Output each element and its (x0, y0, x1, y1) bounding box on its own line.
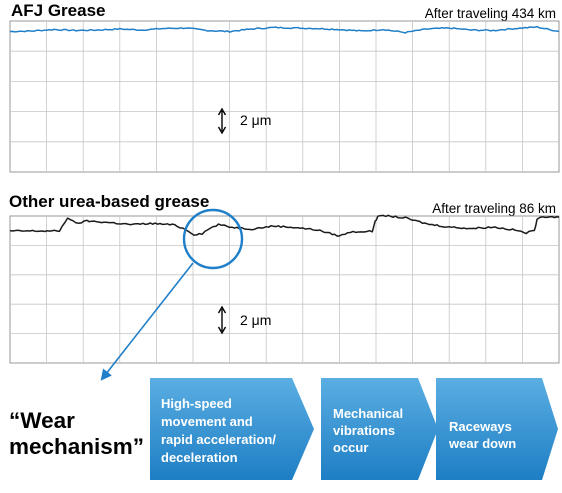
double-headed-vertical-arrow-icon (217, 107, 227, 135)
step-1-line-2: movement and (161, 414, 253, 429)
scale-bar-label: 2 μm (240, 312, 271, 328)
wear-label-line-2: mechanism” (9, 434, 144, 459)
highlight-circle-icon (182, 208, 244, 270)
step-2-text: Mechanical vibrations occur (333, 406, 407, 455)
scale-bar-label: 2 μm (240, 112, 271, 128)
data-series-other (9, 214, 560, 237)
step-arrow-shape (321, 378, 438, 480)
chart-annotation-distance: After traveling 434 km (425, 6, 556, 21)
step-2-line-2: vibrations (333, 423, 395, 438)
process-step-3: Raceways wear down (436, 378, 558, 480)
wear-mechanism-label: “Wear mechanism” (9, 408, 144, 459)
step-1-line-4: deceleration (161, 450, 238, 465)
step-1-line-1: High-speed (161, 396, 232, 411)
pointer-arrow-icon (100, 262, 194, 381)
process-flow: High-speed movement and rapid accelerati… (150, 378, 558, 480)
process-step-1: High-speed movement and rapid accelerati… (150, 378, 314, 480)
scale-bar: 2 μm (217, 107, 271, 135)
double-headed-vertical-arrow-icon (217, 305, 227, 335)
scale-bar: 2 μm (217, 305, 271, 335)
step-3-line-2: wear down (448, 436, 516, 451)
chart-other-urea-grease: Other urea-based grease After traveling … (9, 192, 560, 364)
chart-afj-grease: AFJ Grease After traveling 434 km 2 μm (9, 1, 560, 173)
process-step-2: Mechanical vibrations occur (321, 378, 438, 480)
gridlines (10, 216, 559, 363)
plot-frame (9, 20, 560, 173)
wear-label-line-1: “Wear (9, 408, 75, 433)
step-1-line-3: rapid acceleration/ (161, 432, 276, 447)
data-series-afj (9, 25, 560, 34)
step-2-line-3: occur (333, 440, 368, 455)
gridlines (10, 21, 559, 172)
step-3-line-1: Raceways (449, 419, 512, 434)
plot-frame (9, 215, 560, 364)
series-line (9, 25, 560, 34)
step-2-line-1: Mechanical (333, 406, 403, 421)
chart-annotation-distance: After traveling 86 km (432, 201, 556, 216)
step-arrow-shape (150, 378, 314, 480)
step-1-text: High-speed movement and rapid accelerati… (161, 396, 280, 465)
step-3-text: Raceways wear down (448, 419, 516, 451)
chart-title: AFJ Grease (11, 1, 106, 20)
chart-title: Other urea-based grease (9, 192, 209, 211)
series-line (9, 214, 560, 237)
step-arrow-shape (436, 378, 558, 480)
